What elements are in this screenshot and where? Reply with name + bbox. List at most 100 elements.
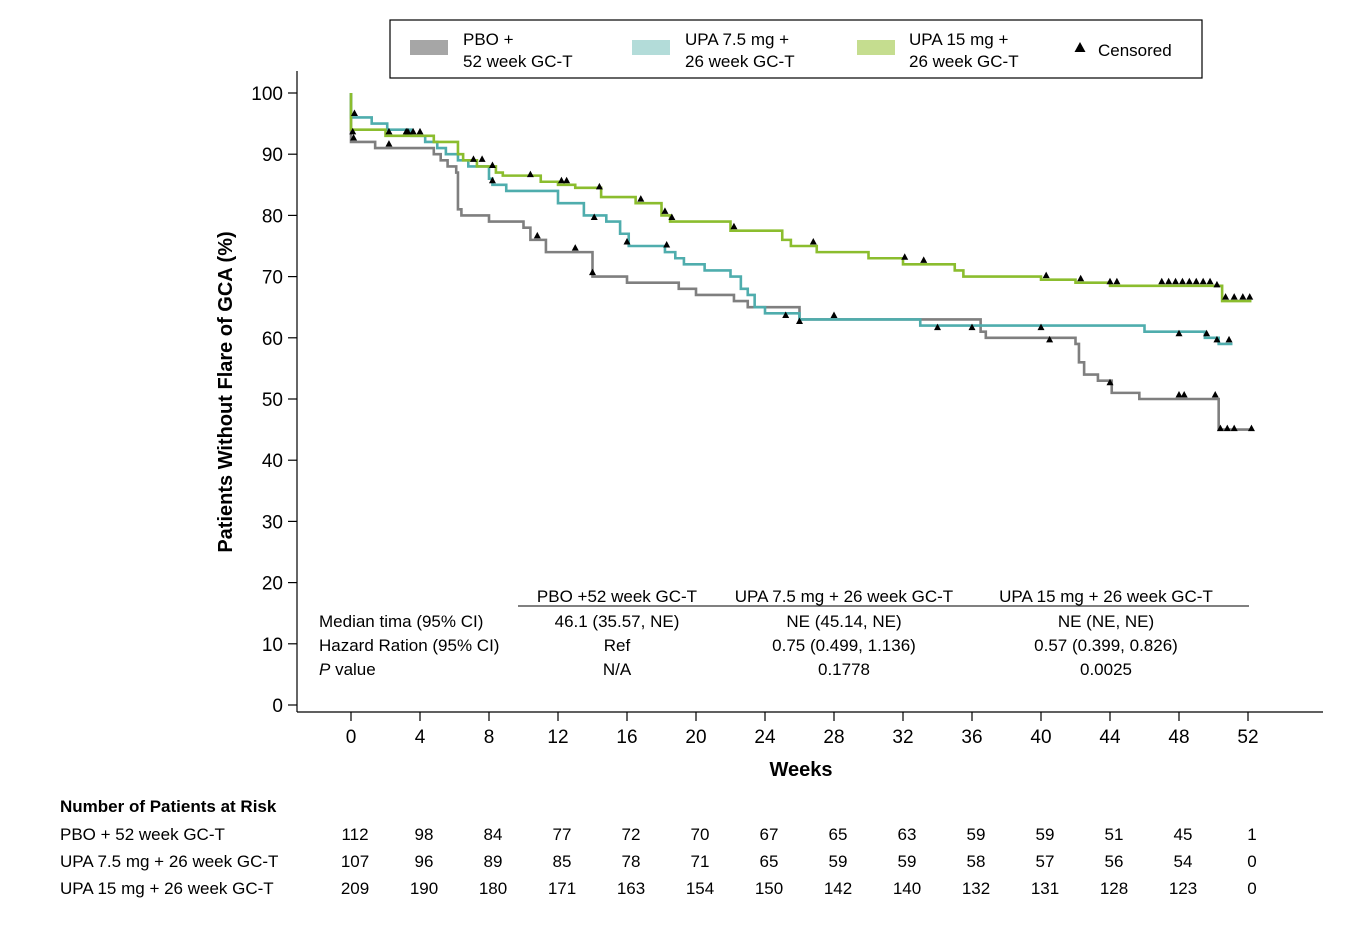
at-risk-count: 70	[691, 825, 710, 844]
legend-label-pbo-line2: 52 week GC-T	[463, 52, 573, 71]
censor-mark-upa15	[478, 155, 486, 162]
y-axis-ticks: 0 10 20 30 40 50 60 70 80 90 100	[251, 84, 297, 717]
censor-mark-upa75	[934, 323, 941, 331]
censor-mark-upa15	[563, 176, 571, 184]
at-risk-count: 71	[691, 852, 710, 871]
y-tick-label: 100	[251, 84, 283, 105]
censor-mark-pbo	[385, 140, 393, 147]
legend-label-upa75-line2: 26 week GC-T	[685, 52, 795, 71]
at-risk-count: 171	[548, 879, 576, 898]
censor-mark-pbo	[1175, 391, 1183, 398]
censor-mark-upa15	[1206, 277, 1214, 285]
x-tick-label: 20	[685, 727, 706, 748]
censored-marker-icon	[1074, 42, 1086, 52]
legend-swatch-upa75	[632, 40, 670, 55]
stats-cell: NE (45.14, NE)	[786, 612, 901, 631]
censor-mark-upa15	[809, 238, 817, 245]
censor-mark-pbo	[589, 268, 596, 276]
censor-mark-upa15	[557, 176, 565, 184]
legend-swatch-pbo	[410, 40, 448, 55]
censor-mark-pbo	[1180, 391, 1188, 398]
at-risk-count: 56	[1105, 852, 1124, 871]
stats-cell: N/A	[603, 660, 632, 679]
at-risk-count: 132	[962, 879, 990, 898]
at-risk-row-label: UPA 7.5 mg + 26 week GC-T	[60, 852, 278, 871]
censor-mark-pbo	[1223, 424, 1231, 432]
censor-mark-upa15	[416, 127, 424, 135]
legend-label-upa15-line2: 26 week GC-T	[909, 52, 1019, 71]
censor-mark-upa75	[968, 323, 976, 331]
x-tick-label: 16	[616, 727, 637, 748]
censor-mark-upa15	[920, 256, 928, 263]
at-risk-count: 45	[1174, 825, 1193, 844]
x-tick-label: 32	[892, 727, 913, 748]
x-tick-label: 24	[754, 727, 776, 748]
at-risk-table: Number of Patients at Risk PBO + 52 week…	[60, 797, 1257, 898]
censor-mark-upa75	[1203, 329, 1211, 337]
at-risk-count: 107	[341, 852, 369, 871]
stats-cell: 0.75 (0.499, 1.136)	[772, 636, 916, 655]
censor-mark-pbo	[571, 244, 579, 251]
censor-mark-upa75	[488, 176, 496, 184]
y-tick-label: 60	[262, 329, 283, 350]
censor-mark-upa15	[1165, 277, 1173, 285]
censor-mark-pbo	[533, 231, 541, 239]
at-risk-count: 58	[967, 852, 986, 871]
at-risk-count: 142	[824, 879, 852, 898]
stats-row-label: Median tima (95% CI)	[319, 612, 483, 631]
stats-header: PBO +52 week GC-T	[537, 587, 697, 606]
km-curve-pbo	[349, 93, 1252, 431]
censor-mark-upa15	[730, 222, 738, 230]
censor-mark-upa75	[1175, 329, 1183, 337]
at-risk-count: 77	[553, 825, 572, 844]
at-risk-count: 0	[1247, 879, 1256, 898]
at-risk-count: 51	[1105, 825, 1124, 844]
stats-cell: 0.0025	[1080, 660, 1132, 679]
y-tick-label: 50	[262, 390, 283, 411]
stats-row-label: Hazard Ration (95% CI)	[319, 636, 499, 655]
y-tick-label: 30	[262, 512, 283, 533]
stats-table: PBO +52 week GC-T UPA 7.5 mg + 26 week GC…	[319, 587, 1249, 679]
censor-mark-pbo	[830, 311, 838, 318]
x-axis-title: Weeks	[769, 759, 832, 781]
censor-mark-upa15	[1199, 277, 1207, 285]
km-curve-upa15	[349, 93, 1252, 303]
stats-cell: 0.1778	[818, 660, 870, 679]
stats-cell: Ref	[604, 636, 631, 655]
y-tick-label: 90	[262, 145, 283, 166]
legend: PBO + 52 week GC-T UPA 7.5 mg + 26 week …	[389, 19, 1203, 79]
at-risk-count: 59	[1036, 825, 1055, 844]
at-risk-count: 96	[415, 852, 434, 871]
censor-mark-upa15	[1222, 293, 1230, 300]
censor-mark-upa75	[1213, 335, 1221, 343]
km-curve-upa75	[349, 93, 1233, 346]
at-risk-row-label: UPA 15 mg + 26 week GC-T	[60, 879, 274, 898]
x-tick-label: 28	[823, 727, 844, 748]
legend-swatch-upa15	[857, 40, 895, 55]
legend-label-pbo-line1: PBO +	[463, 30, 514, 49]
at-risk-count: 57	[1036, 852, 1055, 871]
at-risk-count: 98	[415, 825, 434, 844]
at-risk-count: 154	[686, 879, 714, 898]
censor-mark-upa15	[1178, 277, 1186, 285]
at-risk-count: 180	[479, 879, 507, 898]
at-risk-count: 1	[1247, 825, 1256, 844]
stats-cell: 46.1 (35.57, NE)	[555, 612, 680, 631]
at-risk-count: 65	[760, 852, 779, 871]
at-risk-count: 59	[829, 852, 848, 871]
legend-label-upa75-line1: UPA 7.5 mg +	[685, 30, 789, 49]
censor-mark-upa15	[1230, 293, 1238, 300]
legend-label-upa15-line1: UPA 15 mg +	[909, 30, 1008, 49]
x-tick-label: 8	[484, 727, 495, 748]
censor-mark-upa15	[349, 127, 357, 135]
censor-mark-upa15	[1239, 293, 1247, 300]
censor-mark-upa15	[1113, 277, 1121, 285]
x-tick-label: 52	[1237, 727, 1258, 748]
at-risk-count: 63	[898, 825, 917, 844]
x-tick-label: 44	[1099, 727, 1121, 748]
at-risk-count: 54	[1174, 852, 1193, 871]
at-risk-title: Number of Patients at Risk	[60, 797, 277, 816]
censor-mark-pbo	[1046, 335, 1054, 343]
x-tick-label: 36	[961, 727, 982, 748]
